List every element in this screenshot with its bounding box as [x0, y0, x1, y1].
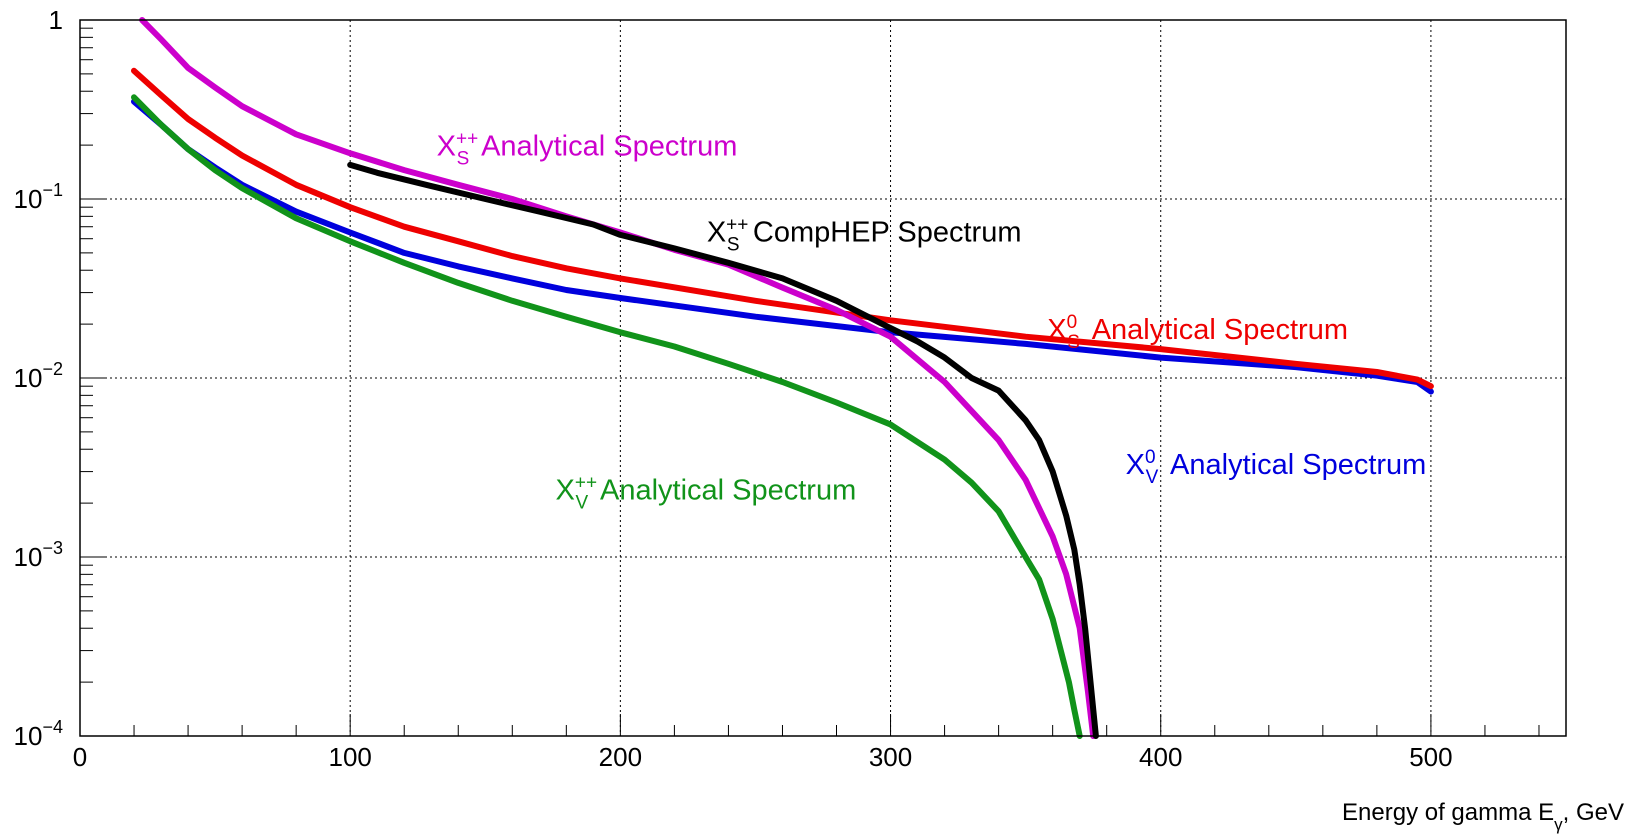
- y-tick-exponent: −4: [42, 717, 63, 737]
- x-tick-label: 0: [73, 742, 87, 772]
- x-tick-label: 200: [599, 742, 642, 772]
- y-tick-label: 1: [49, 5, 63, 35]
- series-label: X++ S CompHEP Spectrum: [707, 214, 1022, 255]
- y-tick-base: 10: [14, 721, 43, 751]
- series-line: [131, 67, 1434, 390]
- y-tick-label: 10−1: [14, 180, 63, 214]
- series-label-sub: S: [1067, 332, 1080, 353]
- series-label-text: CompHEP Spectrum: [745, 216, 1022, 248]
- grid: [80, 20, 1566, 736]
- x-axis-title-sub: γ: [1554, 815, 1563, 834]
- series-label-sup: 0: [1067, 312, 1078, 333]
- series-label: X++ V Analytical Spectrum: [556, 472, 857, 513]
- series-label-symbol: X: [1126, 449, 1145, 481]
- x-axis-title-prefix: Energy of gamma E: [1342, 799, 1554, 826]
- series-label: X++ S Analytical Spectrum: [437, 128, 738, 169]
- x-tick-label: 500: [1409, 742, 1452, 772]
- y-tick-label: 10−2: [14, 359, 63, 393]
- y-tick-exponent: −1: [42, 180, 63, 200]
- series-label-text: Analytical Spectrum: [1085, 314, 1348, 346]
- series-label: X0 V Analytical Spectrum: [1126, 447, 1427, 488]
- series-label: X0 S Analytical Spectrum: [1047, 312, 1348, 353]
- y-tick-exponent: −3: [42, 538, 63, 558]
- series-label-sup: ++: [575, 472, 597, 493]
- series-label-sup: ++: [456, 128, 478, 149]
- series-label-symbol: X: [707, 216, 726, 248]
- series-label-sup: ++: [726, 214, 748, 235]
- x-tick-label: 100: [328, 742, 371, 772]
- series-label-sup: 0: [1145, 447, 1156, 468]
- y-tick-label: 10−3: [14, 538, 63, 572]
- series-label-text: Analytical Spectrum: [475, 130, 738, 162]
- series-layer: [131, 17, 1434, 739]
- x-tick-label: 300: [869, 742, 912, 772]
- y-tick-base: 10: [14, 542, 43, 572]
- series-label-sub: S: [457, 148, 470, 169]
- series-label-sub: V: [576, 492, 589, 513]
- series-line: [347, 161, 1099, 739]
- y-tick-base: 10: [14, 184, 43, 214]
- series-label-symbol: X: [437, 130, 456, 162]
- x-axis-title-suffix: , GeV: [1563, 799, 1624, 826]
- series-label-sub: S: [727, 234, 740, 255]
- plot-frame: [79, 19, 1567, 737]
- y-tick-base: 1: [49, 5, 63, 35]
- series-label-symbol: X: [556, 474, 575, 506]
- x-axis-title: Energy of gamma Eγ, GeV: [1342, 799, 1624, 834]
- y-tick-exponent: −2: [42, 359, 63, 379]
- series-line: [131, 94, 1083, 739]
- x-tick-label: 400: [1139, 742, 1182, 772]
- y-tick-label: 10−4: [14, 717, 63, 751]
- series-label-text: Analytical Spectrum: [594, 474, 857, 506]
- series-label-symbol: X: [1047, 314, 1066, 346]
- series-label-sub: V: [1146, 467, 1159, 488]
- y-tick-base: 10: [14, 363, 43, 393]
- series-label-text: Analytical Spectrum: [1164, 449, 1427, 481]
